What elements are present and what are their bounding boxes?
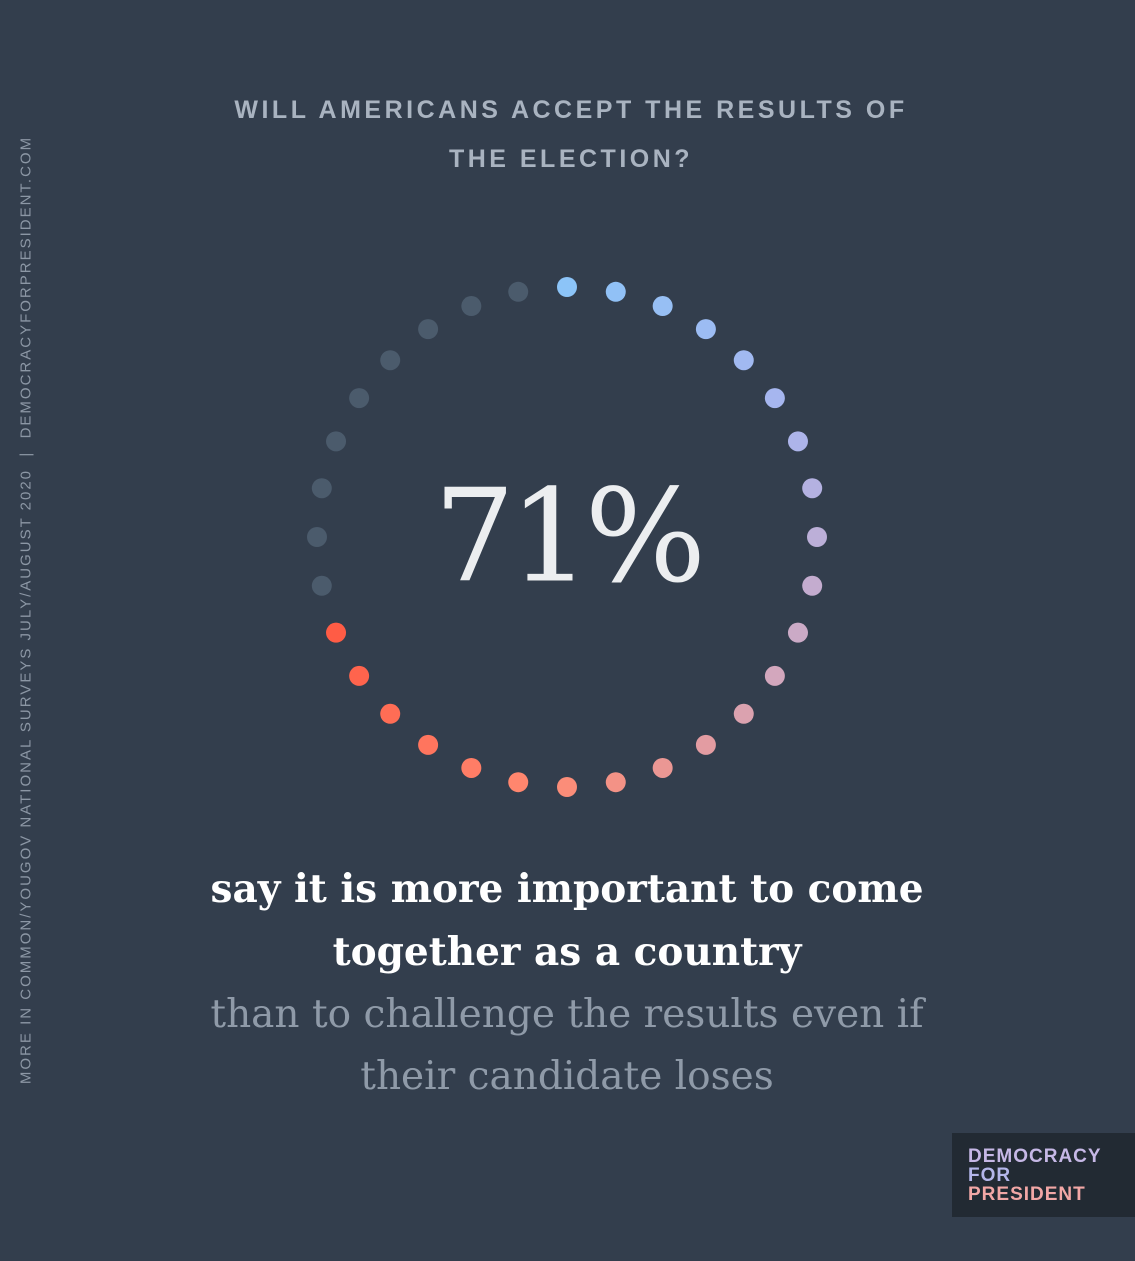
filled-dot [349,665,370,686]
empty-dot [380,350,401,371]
filled-dot [418,734,439,755]
filled-dot [557,277,577,297]
filled-dot [652,757,673,778]
filled-dot [695,734,716,755]
filled-dot [733,703,754,724]
filled-dot [605,772,626,793]
logo-line: FOR [968,1165,1012,1186]
filled-dot [605,281,626,302]
filled-dot [380,703,401,724]
filled-dot [652,296,673,317]
filled-dot [508,772,529,793]
empty-dot [418,319,439,340]
statement-emphasis: say it is more important to come togethe… [210,866,924,975]
filled-dot [326,622,347,643]
empty-dot [349,388,370,409]
logo-line: DEMOCRACY [968,1146,1102,1167]
empty-dot [311,575,332,596]
filled-dot [802,478,823,499]
filled-dot [733,350,754,371]
statement-comparison: than to challenge the results even if th… [210,992,924,1099]
logo-line: PRESIDENT [968,1184,1086,1205]
empty-dot [461,296,482,317]
filled-dot [802,575,823,596]
source: MORE IN COMMON/YOUGOV NATIONAL SURVEYS J… [17,135,35,1085]
empty-dot [326,431,347,452]
filled-dot [787,622,808,643]
filled-dot [807,527,827,547]
empty-dot [311,478,332,499]
value-label: 71% [434,463,701,612]
filled-dot [695,319,716,340]
empty-dot [508,281,529,302]
title: WILL AMERICANS ACCEPT THE RESULTS OF THE… [234,96,908,173]
filled-dot [764,388,785,409]
filled-dot [557,777,577,797]
statement: say it is more important to come togethe… [197,858,937,1108]
filled-dot [461,757,482,778]
logo: DEMOCRACY FOR PRESIDENT [952,1133,1135,1217]
filled-dot [787,431,808,452]
empty-dot [307,527,327,547]
filled-dot [764,665,785,686]
